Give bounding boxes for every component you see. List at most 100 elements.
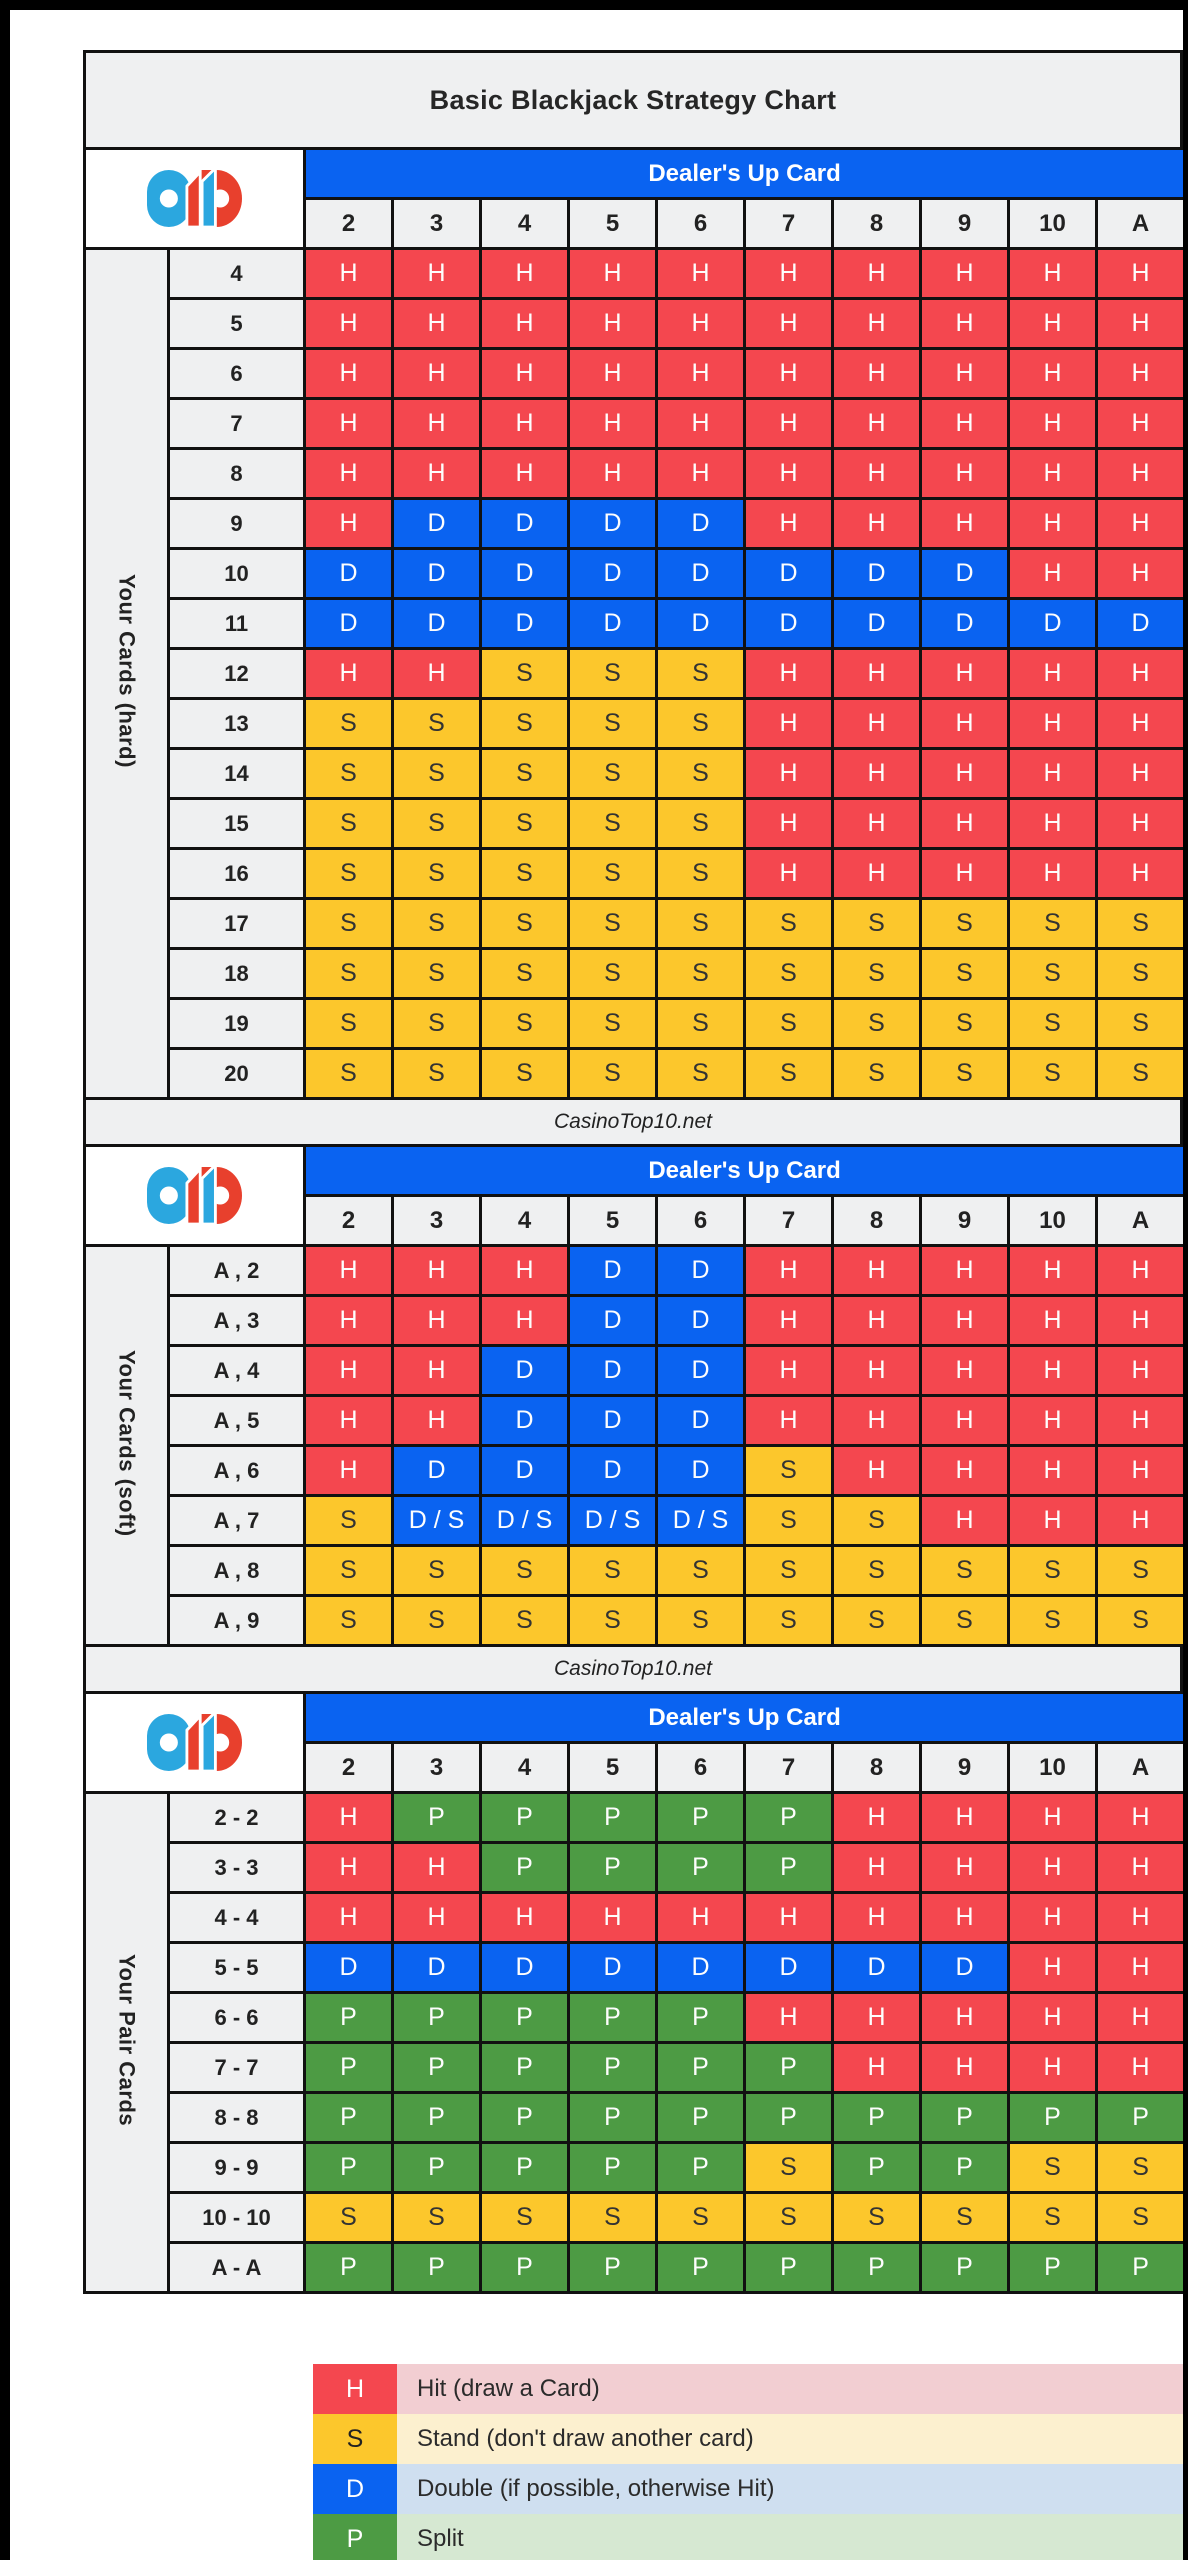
action-cell-hard-11-vs-8: D [831,597,922,650]
action-cell-soft-A,3-vs-4: H [479,1294,570,1347]
action-cell-hard-16-vs-A: H [1094,847,1183,900]
action-cell-hard-18-vs-7: S [743,947,834,1000]
action-cell-hard-15-vs-9: H [919,797,1010,850]
action-cell-hard-6-vs-10: H [1007,347,1098,400]
action-cell-hard-9-vs-9: H [919,497,1010,550]
action-cell-hard-7-vs-2: H [303,397,394,450]
action-cell-soft-A,8-vs-7: S [743,1544,834,1597]
action-cell-hard-5-vs-7: H [743,297,834,350]
dealer-card-header-4: 4 [479,1194,570,1247]
casinotop10-logo [147,1167,242,1224]
action-cell-pairs-8-8-vs-10: P [1007,2091,1098,2144]
action-cell-pairs-2-2-vs-3: P [391,1791,482,1844]
action-cell-hard-5-vs-4: H [479,297,570,350]
action-cell-pairs-3-3-vs-3: H [391,1841,482,1894]
action-cell-soft-A,7-vs-2: S [303,1494,394,1547]
action-cell-hard-16-vs-6: S [655,847,746,900]
dealer-card-header-5: 5 [567,197,658,250]
row-label-hard: 16 [167,847,306,900]
action-cell-soft-A,4-vs-5: D [567,1344,658,1397]
action-cell-soft-A,6-vs-3: D [391,1444,482,1497]
action-cell-hard-9-vs-3: D [391,497,482,550]
action-cell-hard-19-vs-5: S [567,997,658,1050]
action-cell-pairs-4-4-vs-10: H [1007,1891,1098,1944]
action-cell-hard-13-vs-A: H [1094,697,1183,750]
dealer-card-header-9: 9 [919,197,1010,250]
action-cell-hard-13-vs-7: H [743,697,834,750]
action-cell-pairs-10-10-vs-9: S [919,2191,1010,2244]
row-label-pairs: 10 - 10 [167,2191,306,2244]
action-cell-hard-16-vs-2: S [303,847,394,900]
dealer-card-header-2: 2 [303,1741,394,1794]
action-cell-soft-A,9-vs-7: S [743,1594,834,1647]
action-cell-pairs-2-2-vs-10: H [1007,1791,1098,1844]
action-cell-hard-10-vs-10: H [1007,547,1098,600]
action-cell-hard-14-vs-9: H [919,747,1010,800]
action-cell-soft-A,3-vs-8: H [831,1294,922,1347]
action-cell-pairs-4-4-vs-5: H [567,1891,658,1944]
action-cell-hard-11-vs-9: D [919,597,1010,650]
dealer-card-header-3: 3 [391,1194,482,1247]
action-cell-pairs-10-10-vs-2: S [303,2191,394,2244]
action-cell-pairs-8-8-vs-7: P [743,2091,834,2144]
action-cell-hard-5-vs-A: H [1094,297,1183,350]
action-cell-hard-7-vs-8: H [831,397,922,450]
action-cell-soft-A,2-vs-10: H [1007,1244,1098,1297]
action-cell-pairs-5-5-vs-5: D [567,1941,658,1994]
action-cell-hard-14-vs-A: H [1094,747,1183,800]
row-label-hard: 12 [167,647,306,700]
row-label-hard: 20 [167,1047,306,1100]
action-cell-hard-6-vs-8: H [831,347,922,400]
action-cell-pairs-10-10-vs-5: S [567,2191,658,2244]
action-cell-hard-10-vs-9: D [919,547,1010,600]
legend-label-hit: Hit (draw a Card) [397,2364,1183,2414]
action-cell-soft-A,5-vs-8: H [831,1394,922,1447]
dealer-card-header-3: 3 [391,197,482,250]
row-label-pairs: 8 - 8 [167,2091,306,2144]
action-cell-pairs-4-4-vs-3: H [391,1891,482,1944]
action-cell-pairs-6-6-vs-A: H [1094,1991,1183,2044]
action-cell-hard-10-vs-2: D [303,547,394,600]
row-label-pairs: 4 - 4 [167,1891,306,1944]
dealer-card-header-2: 2 [303,1194,394,1247]
legend-swatch-split: P [313,2514,397,2560]
action-cell-soft-A,7-vs-7: S [743,1494,834,1547]
action-cell-pairs-2-2-vs-2: H [303,1791,394,1844]
dealer-card-header-2: 2 [303,197,394,250]
row-label-hard: 17 [167,897,306,950]
action-cell-pairs-9-9-vs-4: P [479,2141,570,2194]
action-cell-hard-11-vs-4: D [479,597,570,650]
section-title-hard: Your Cards (hard) [83,247,170,1100]
action-cell-soft-A,2-vs-9: H [919,1244,1010,1297]
action-cell-hard-15-vs-6: S [655,797,746,850]
dealer-card-header-10: 10 [1007,1741,1098,1794]
action-cell-pairs-5-5-vs-9: D [919,1941,1010,1994]
action-cell-pairs-9-9-vs-2: P [303,2141,394,2194]
action-cell-hard-5-vs-9: H [919,297,1010,350]
action-cell-pairs-7-7-vs-3: P [391,2041,482,2094]
dealer-card-header-10: 10 [1007,1194,1098,1247]
action-cell-soft-A,2-vs-4: H [479,1244,570,1297]
action-cell-hard-19-vs-9: S [919,997,1010,1050]
action-cell-hard-4-vs-9: H [919,247,1010,300]
action-cell-soft-A,4-vs-A: H [1094,1344,1183,1397]
action-cell-hard-16-vs-10: H [1007,847,1098,900]
action-cell-pairs-9-9-vs-10: S [1007,2141,1098,2194]
action-cell-hard-5-vs-2: H [303,297,394,350]
legend-label-stand: Stand (don't draw another card) [397,2414,1183,2464]
action-cell-pairs-7-7-vs-6: P [655,2041,746,2094]
dealer-card-header-10: 10 [1007,197,1098,250]
action-cell-soft-A,5-vs-7: H [743,1394,834,1447]
action-cell-hard-4-vs-10: H [1007,247,1098,300]
action-cell-hard-15-vs-8: H [831,797,922,850]
dealer-card-header-9: 9 [919,1741,1010,1794]
dealer-up-card-header: Dealer's Up Card [302,1144,1183,1197]
action-cell-hard-9-vs-6: D [655,497,746,550]
dealer-card-header-7: 7 [743,1194,834,1247]
action-cell-pairs-2-2-vs-4: P [479,1791,570,1844]
action-cell-soft-A,8-vs-2: S [303,1544,394,1597]
action-cell-pairs-7-7-vs-7: P [743,2041,834,2094]
action-cell-hard-15-vs-7: H [743,797,834,850]
action-cell-hard-18-vs-3: S [391,947,482,1000]
action-cell-hard-15-vs-4: S [479,797,570,850]
